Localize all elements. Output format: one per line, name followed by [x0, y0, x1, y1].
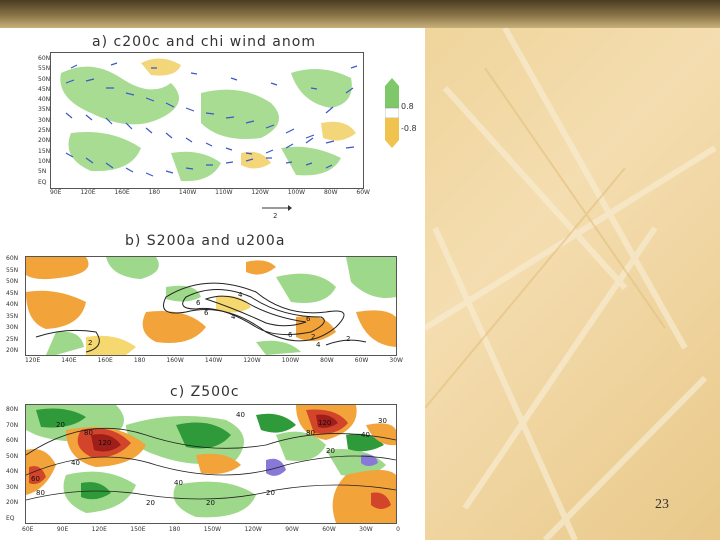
svg-text:4: 4 — [316, 341, 321, 349]
svg-text:20: 20 — [206, 499, 215, 507]
svg-text:120: 120 — [98, 439, 111, 447]
panel-a-x-ticks: 90E 120E 160E 180 140W 110W 120W 100W 80W 60W — [50, 189, 370, 196]
panel-b-x-ticks: 120E 140E 160E 180 160W 140W 120W 100W 80W 60W 30W — [25, 357, 403, 364]
svg-text:120: 120 — [318, 419, 331, 427]
svg-text:4: 4 — [231, 313, 236, 321]
panel-b-title: b) S200a and u200a — [125, 233, 286, 249]
panel-b-y-ticks: 60N 55N 50N 45N 40N 35N 30N 25N 20N — [6, 255, 19, 354]
svg-text:20: 20 — [326, 447, 335, 455]
svg-text:80: 80 — [84, 429, 93, 437]
panel-c-x-ticks: 60E 90E 120E 150E 180 150W 120W 90W 60W 30W 0 — [22, 526, 400, 533]
background-decoration — [425, 28, 717, 540]
svg-text:2: 2 — [346, 335, 350, 343]
panel-b-map: 4 6 6 4 6 4 6 2 2 2 — [25, 256, 397, 356]
vector-scale-arrow — [262, 205, 292, 211]
slide-top-bar — [0, 0, 720, 28]
svg-text:40: 40 — [174, 479, 183, 487]
slide-page-number: 23 — [655, 497, 669, 512]
svg-text:20: 20 — [56, 421, 65, 429]
panel-c-y-ticks: 80N 70N 60N 50N 40N 30N 20N EQ — [6, 406, 19, 522]
svg-text:6: 6 — [306, 315, 311, 323]
panel-a-colorbar — [385, 78, 399, 148]
svg-text:20: 20 — [266, 489, 275, 497]
svg-text:80: 80 — [36, 489, 45, 497]
colorbar-bottom-label: -0.8 — [401, 124, 417, 133]
panel-a-title: a) c200c and chi wind anom — [92, 34, 316, 50]
panel-c-map: 120 80 40 20 120 80 40 40 20 60 80 30 40… — [25, 404, 397, 524]
panel-c-title: c) Z500c — [170, 384, 240, 400]
panel-a-y-ticks: 60N 55N 50N 45N 40N 35N 30N 25N 20N 15N 10N 5N EQ — [38, 55, 51, 186]
svg-text:80: 80 — [306, 429, 315, 437]
vector-scale-label: 2 — [273, 212, 278, 220]
colorbar-top-label: 0.8 — [401, 102, 414, 111]
svg-text:20: 20 — [146, 499, 155, 507]
svg-text:2: 2 — [311, 333, 315, 341]
svg-text:40: 40 — [361, 431, 370, 439]
svg-text:60: 60 — [31, 475, 40, 483]
climate-figure: a) c200c and chi wind anom — [0, 28, 425, 540]
svg-text:30: 30 — [378, 417, 387, 425]
svg-text:40: 40 — [236, 411, 245, 419]
panel-a-map — [50, 52, 364, 189]
svg-text:6: 6 — [196, 299, 201, 307]
svg-text:40: 40 — [71, 459, 80, 467]
svg-text:6: 6 — [204, 309, 209, 317]
svg-text:6: 6 — [288, 331, 293, 339]
svg-text:4: 4 — [238, 291, 243, 299]
svg-text:2: 2 — [88, 339, 92, 347]
